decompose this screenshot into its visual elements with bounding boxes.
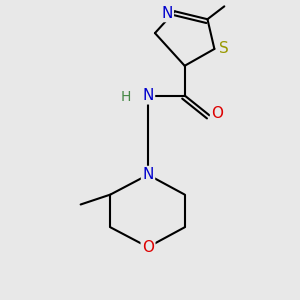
Text: N: N [161, 6, 172, 21]
Text: N: N [142, 167, 154, 182]
Text: O: O [142, 240, 154, 255]
Text: H: H [121, 91, 131, 104]
Text: N: N [142, 88, 154, 103]
Text: S: S [219, 41, 229, 56]
Text: O: O [212, 106, 224, 121]
